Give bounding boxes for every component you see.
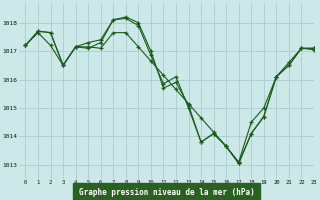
X-axis label: Graphe pression niveau de la mer (hPa): Graphe pression niveau de la mer (hPa) [79,188,254,197]
